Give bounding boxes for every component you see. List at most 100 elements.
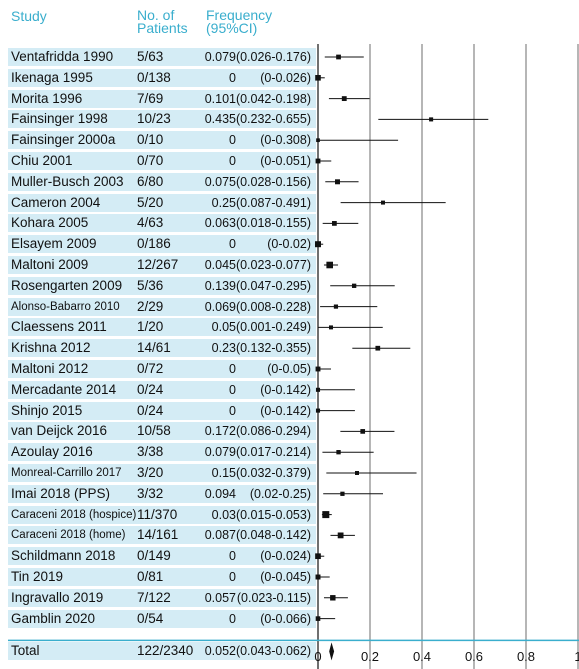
study-row: Maltoni 2012 0/72 0 (0-0.05) xyxy=(0,358,579,380)
study-row: Azoulay 2016 3/38 0.079 (0.017-0.214) xyxy=(0,441,579,463)
study-row-band xyxy=(8,526,316,545)
study-name: Shinjo 2015 xyxy=(11,402,83,418)
frequency-value: 0 xyxy=(229,382,236,397)
point-estimate xyxy=(335,179,340,185)
x-tick-label: 0.2 xyxy=(361,649,379,664)
patient-count: 3/32 xyxy=(137,485,164,501)
confidence-interval: (0.018-0.155) xyxy=(235,216,311,231)
point-estimate xyxy=(329,325,333,330)
study-row: Imai 2018 (PPS) 3/32 0.094 (0.02-0.25) xyxy=(0,483,579,505)
confidence-interval: (0.028-0.156) xyxy=(235,174,311,189)
frequency-value: 0 xyxy=(229,133,236,148)
point-estimate xyxy=(332,221,337,226)
confidence-interval: (0.232-0.655) xyxy=(235,112,311,127)
frequency-value: 0.23 xyxy=(211,341,236,356)
frequency-value: 0.079 xyxy=(204,445,236,460)
frequency-header: Frequency (95%CI) xyxy=(206,8,272,36)
study-row-band xyxy=(8,505,316,524)
study-name: Elsayem 2009 xyxy=(11,236,97,252)
patient-count: 14/61 xyxy=(137,340,171,356)
study-row-band xyxy=(8,588,316,607)
study-name: Chiu 2001 xyxy=(11,153,73,168)
study-row-band xyxy=(8,339,316,358)
study-row: Ingravallo 2019 7/122 0.057 (0.023-0.115) xyxy=(0,587,579,609)
point-estimate xyxy=(336,54,341,60)
x-tick-label: 1 xyxy=(574,649,579,664)
study-name: Rosengarten 2009 xyxy=(11,277,123,293)
total-row: Total 122/2340 0.052 (0.043-0.062) xyxy=(0,640,579,662)
patient-count: 12/267 xyxy=(137,257,179,272)
patient-count: 1/20 xyxy=(137,319,164,335)
point-estimate xyxy=(360,429,366,434)
study-name: Krishna 2012 xyxy=(11,340,91,356)
study-name: Ikenaga 1995 xyxy=(11,69,93,85)
confidence-interval: (0.026-0.176) xyxy=(235,50,311,64)
point-estimate xyxy=(315,553,321,560)
patient-count: 0/149 xyxy=(137,548,171,564)
frequency-value: 0 xyxy=(229,570,236,584)
study-name: Caraceni 2018 (home) xyxy=(11,529,126,542)
study-row-band xyxy=(8,110,316,129)
frequency-value: 0.101 xyxy=(204,91,236,106)
patient-count: 6/80 xyxy=(137,173,164,189)
patient-count: 5/63 xyxy=(137,49,164,64)
study-row-band xyxy=(8,68,316,87)
study-header: Study xyxy=(11,8,47,24)
patient-count: 0/24 xyxy=(137,402,164,418)
frequency-value: 0.087 xyxy=(204,528,236,543)
study-row-band xyxy=(8,401,316,420)
patient-count: 122/2340 xyxy=(137,643,194,659)
confidence-interval: (0-0.066) xyxy=(260,611,311,626)
point-estimate xyxy=(355,471,359,475)
frequency-value: 0.25 xyxy=(211,195,236,210)
patient-count: 7/122 xyxy=(137,589,171,605)
study-row: van Deijck 2016 10/58 0.172 (0.086-0.294) xyxy=(0,420,579,442)
study-header-label: Study xyxy=(11,8,47,24)
study-name: Claessens 2011 xyxy=(11,319,107,335)
study-row-band xyxy=(8,48,316,66)
study-row-band xyxy=(8,318,316,337)
patient-count: 0/54 xyxy=(137,610,164,626)
point-estimate xyxy=(322,511,330,519)
study-row-band xyxy=(8,235,316,254)
point-estimate xyxy=(375,345,381,351)
point-estimate xyxy=(333,304,339,309)
study-name: Monreal-Carrillo 2017 xyxy=(11,467,122,479)
frequency-value: 0.069 xyxy=(204,299,236,314)
confidence-interval: (0-0.142) xyxy=(260,382,311,397)
study-row-band xyxy=(8,484,316,503)
frequency-value: 0.075 xyxy=(204,174,236,189)
study-name: Schildmann 2018 xyxy=(11,548,116,564)
patients-header-line2: Patients xyxy=(137,20,188,36)
confidence-interval: (0-0.045) xyxy=(260,570,311,584)
confidence-interval: (0.047-0.295) xyxy=(235,278,311,293)
frequency-value: 0.435 xyxy=(204,112,236,127)
point-estimate xyxy=(337,532,344,539)
study-row-band xyxy=(8,193,316,212)
study-name: Mercadante 2014 xyxy=(11,381,117,397)
frequency-header-line2: (95%CI) xyxy=(206,20,258,36)
study-row: Shinjo 2015 0/24 0 (0-0.142) xyxy=(0,400,579,422)
pooled-estimate-diamond xyxy=(329,642,335,661)
confidence-interval: (0.015-0.053) xyxy=(235,507,311,522)
study-row-band xyxy=(8,609,316,628)
point-estimate xyxy=(315,408,321,413)
confidence-interval: (0.017-0.214) xyxy=(235,445,311,460)
study-name: Gamblin 2020 xyxy=(11,610,96,626)
study-row-band xyxy=(8,152,316,170)
frequency-value: 0 xyxy=(229,549,236,564)
study-row-band xyxy=(8,256,316,274)
point-estimate xyxy=(340,491,345,496)
confidence-interval: (0.043-0.062) xyxy=(235,644,311,659)
confidence-interval: (0-0.026) xyxy=(260,70,311,85)
frequency-value: 0.079 xyxy=(204,50,236,64)
frequency-value: 0.03 xyxy=(211,507,236,522)
study-row: Claessens 2011 1/20 0.05 (0.001-0.249) xyxy=(0,316,579,338)
point-estimate xyxy=(429,117,434,122)
study-row: Mercadante 2014 0/24 0 (0-0.142) xyxy=(0,379,579,401)
frequency-value: 0 xyxy=(229,611,236,626)
study-row-band xyxy=(8,297,316,316)
point-estimate xyxy=(316,138,320,143)
study-name: Morita 1996 xyxy=(11,90,83,106)
study-row: Muller-Busch 2003 6/80 0.075 (0.028-0.156) xyxy=(0,171,579,193)
